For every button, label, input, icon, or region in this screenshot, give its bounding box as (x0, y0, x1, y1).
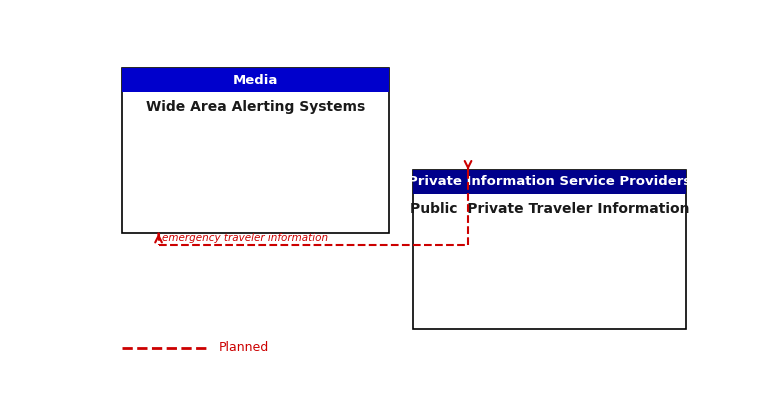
Bar (413, 170, 687, 329)
Bar (122, 68, 389, 234)
Text: Public  Private Traveler Information: Public Private Traveler Information (410, 202, 690, 216)
Bar (413, 170, 687, 194)
Text: Media: Media (233, 74, 278, 87)
Text: emergency traveler information: emergency traveler information (161, 233, 328, 243)
Bar (122, 68, 389, 92)
Text: Wide Area Alerting Systems: Wide Area Alerting Systems (146, 100, 366, 114)
Text: Private Information Service Providers: Private Information Service Providers (409, 176, 691, 188)
Text: Planned: Planned (219, 341, 269, 354)
